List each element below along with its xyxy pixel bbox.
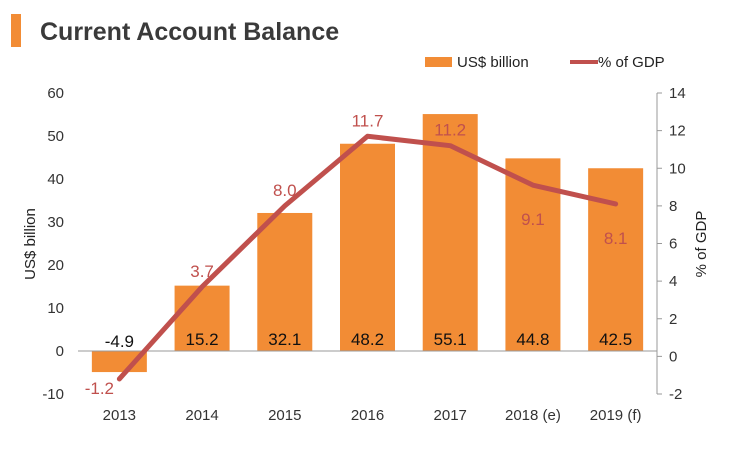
y2-tick-label: 6: [669, 236, 677, 253]
x-tick-label: 2016: [351, 407, 384, 424]
gdp-series-line: [116, 133, 619, 382]
gdp-value-label: 8.0: [273, 181, 297, 200]
legend-label-line: % of GDP: [598, 54, 665, 71]
y-tick-label: 20: [47, 257, 64, 274]
gdp-value-label: -1.2: [85, 379, 114, 398]
y-tick-label: 30: [47, 214, 64, 231]
gdp-value-label: 11.2: [434, 121, 466, 140]
y-tick-label: 40: [47, 171, 64, 188]
chart-title: Current Account Balance: [40, 18, 339, 46]
bar: [340, 143, 395, 351]
y-tick-label: 50: [47, 128, 64, 145]
bar-value-label: 15.2: [186, 330, 219, 349]
bar-value-label: 55.1: [434, 330, 467, 349]
y2-tick-label: 12: [669, 123, 686, 140]
legend-swatch-bar: [425, 57, 452, 67]
gdp-value-label: 9.1: [521, 210, 545, 229]
bar-value-label: -4.9: [105, 332, 134, 351]
x-tick-label: 2013: [103, 407, 136, 424]
y2-tick-label: 8: [669, 198, 677, 215]
bar-value-label: 44.8: [516, 330, 549, 349]
y-tick-label: -10: [42, 386, 64, 403]
title-accent-bar: [11, 14, 21, 47]
y-tick-label: 60: [47, 85, 64, 102]
bar: [422, 114, 478, 351]
x-tick-label: 2019 (f): [590, 407, 642, 424]
x-tick-label: 2014: [185, 407, 218, 424]
bar: [174, 285, 230, 351]
bar: [588, 168, 644, 351]
y-tick-label: 0: [56, 343, 64, 360]
gdp-value-label: 3.7: [190, 262, 214, 281]
y2-tick-label: -2: [669, 386, 682, 403]
x-tick-label: 2017: [434, 407, 467, 424]
gdp-value-label: 8.1: [604, 229, 628, 248]
y-axis-title: US$ billion: [22, 208, 39, 280]
y2-tick-label: 10: [669, 160, 686, 177]
y2-axis-title: % of GDP: [693, 211, 710, 278]
y2-tick-label: 4: [669, 273, 677, 290]
y2-tick-label: 14: [669, 85, 686, 102]
bar-value-label: 32.1: [268, 330, 301, 349]
bar: [257, 212, 313, 351]
x-tick-label: 2015: [268, 407, 301, 424]
bar-value-label: 48.2: [351, 330, 384, 349]
x-tick-label: 2018 (e): [505, 407, 561, 424]
y2-tick-label: 2: [669, 311, 677, 328]
gdp-value-label: 11.7: [352, 111, 384, 130]
bar-value-label: 42.5: [599, 330, 632, 349]
y2-tick-label: 0: [669, 348, 677, 365]
y-tick-label: 10: [47, 300, 64, 317]
legend-label-bar: US$ billion: [457, 54, 529, 71]
